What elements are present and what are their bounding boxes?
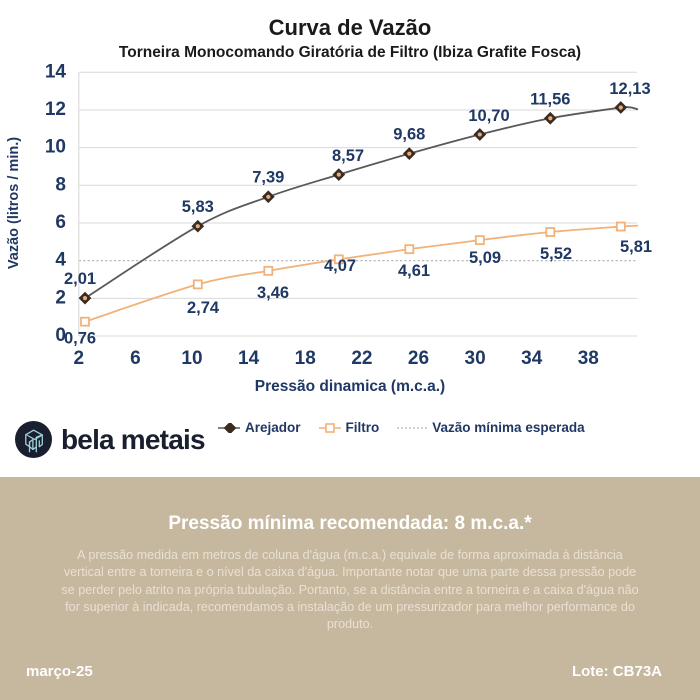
svg-text:12: 12 bbox=[45, 99, 66, 120]
svg-text:5,83: 5,83 bbox=[182, 198, 214, 216]
svg-text:5,52: 5,52 bbox=[540, 245, 572, 263]
svg-text:6: 6 bbox=[130, 348, 141, 369]
svg-text:9,68: 9,68 bbox=[393, 126, 425, 144]
svg-text:18: 18 bbox=[295, 348, 316, 369]
svg-text:8: 8 bbox=[55, 174, 66, 195]
svg-text:4: 4 bbox=[55, 250, 66, 271]
svg-text:5,81: 5,81 bbox=[620, 238, 652, 256]
svg-text:6: 6 bbox=[55, 212, 66, 233]
svg-text:22: 22 bbox=[351, 348, 372, 369]
svg-text:0,76: 0,76 bbox=[64, 330, 96, 348]
svg-text:2,01: 2,01 bbox=[64, 270, 96, 288]
svg-text:2: 2 bbox=[55, 287, 66, 308]
svg-text:14: 14 bbox=[45, 61, 67, 82]
svg-text:4,07: 4,07 bbox=[324, 257, 356, 275]
svg-text:2,74: 2,74 bbox=[187, 299, 220, 317]
svg-text:10,70: 10,70 bbox=[468, 107, 509, 125]
svg-text:2: 2 bbox=[74, 348, 85, 369]
svg-text:7,39: 7,39 bbox=[252, 169, 284, 187]
svg-text:14: 14 bbox=[238, 348, 260, 369]
svg-text:26: 26 bbox=[408, 348, 429, 369]
svg-text:3,46: 3,46 bbox=[257, 284, 289, 302]
svg-text:10: 10 bbox=[45, 137, 66, 158]
svg-text:10: 10 bbox=[181, 348, 202, 369]
svg-text:8,57: 8,57 bbox=[332, 147, 364, 165]
svg-text:12,13: 12,13 bbox=[609, 80, 650, 98]
svg-text:34: 34 bbox=[521, 348, 543, 369]
svg-text:11,56: 11,56 bbox=[530, 91, 570, 109]
svg-text:4,61: 4,61 bbox=[398, 262, 430, 280]
svg-text:38: 38 bbox=[578, 348, 599, 369]
svg-text:30: 30 bbox=[465, 348, 486, 369]
svg-text:5,09: 5,09 bbox=[469, 249, 501, 267]
